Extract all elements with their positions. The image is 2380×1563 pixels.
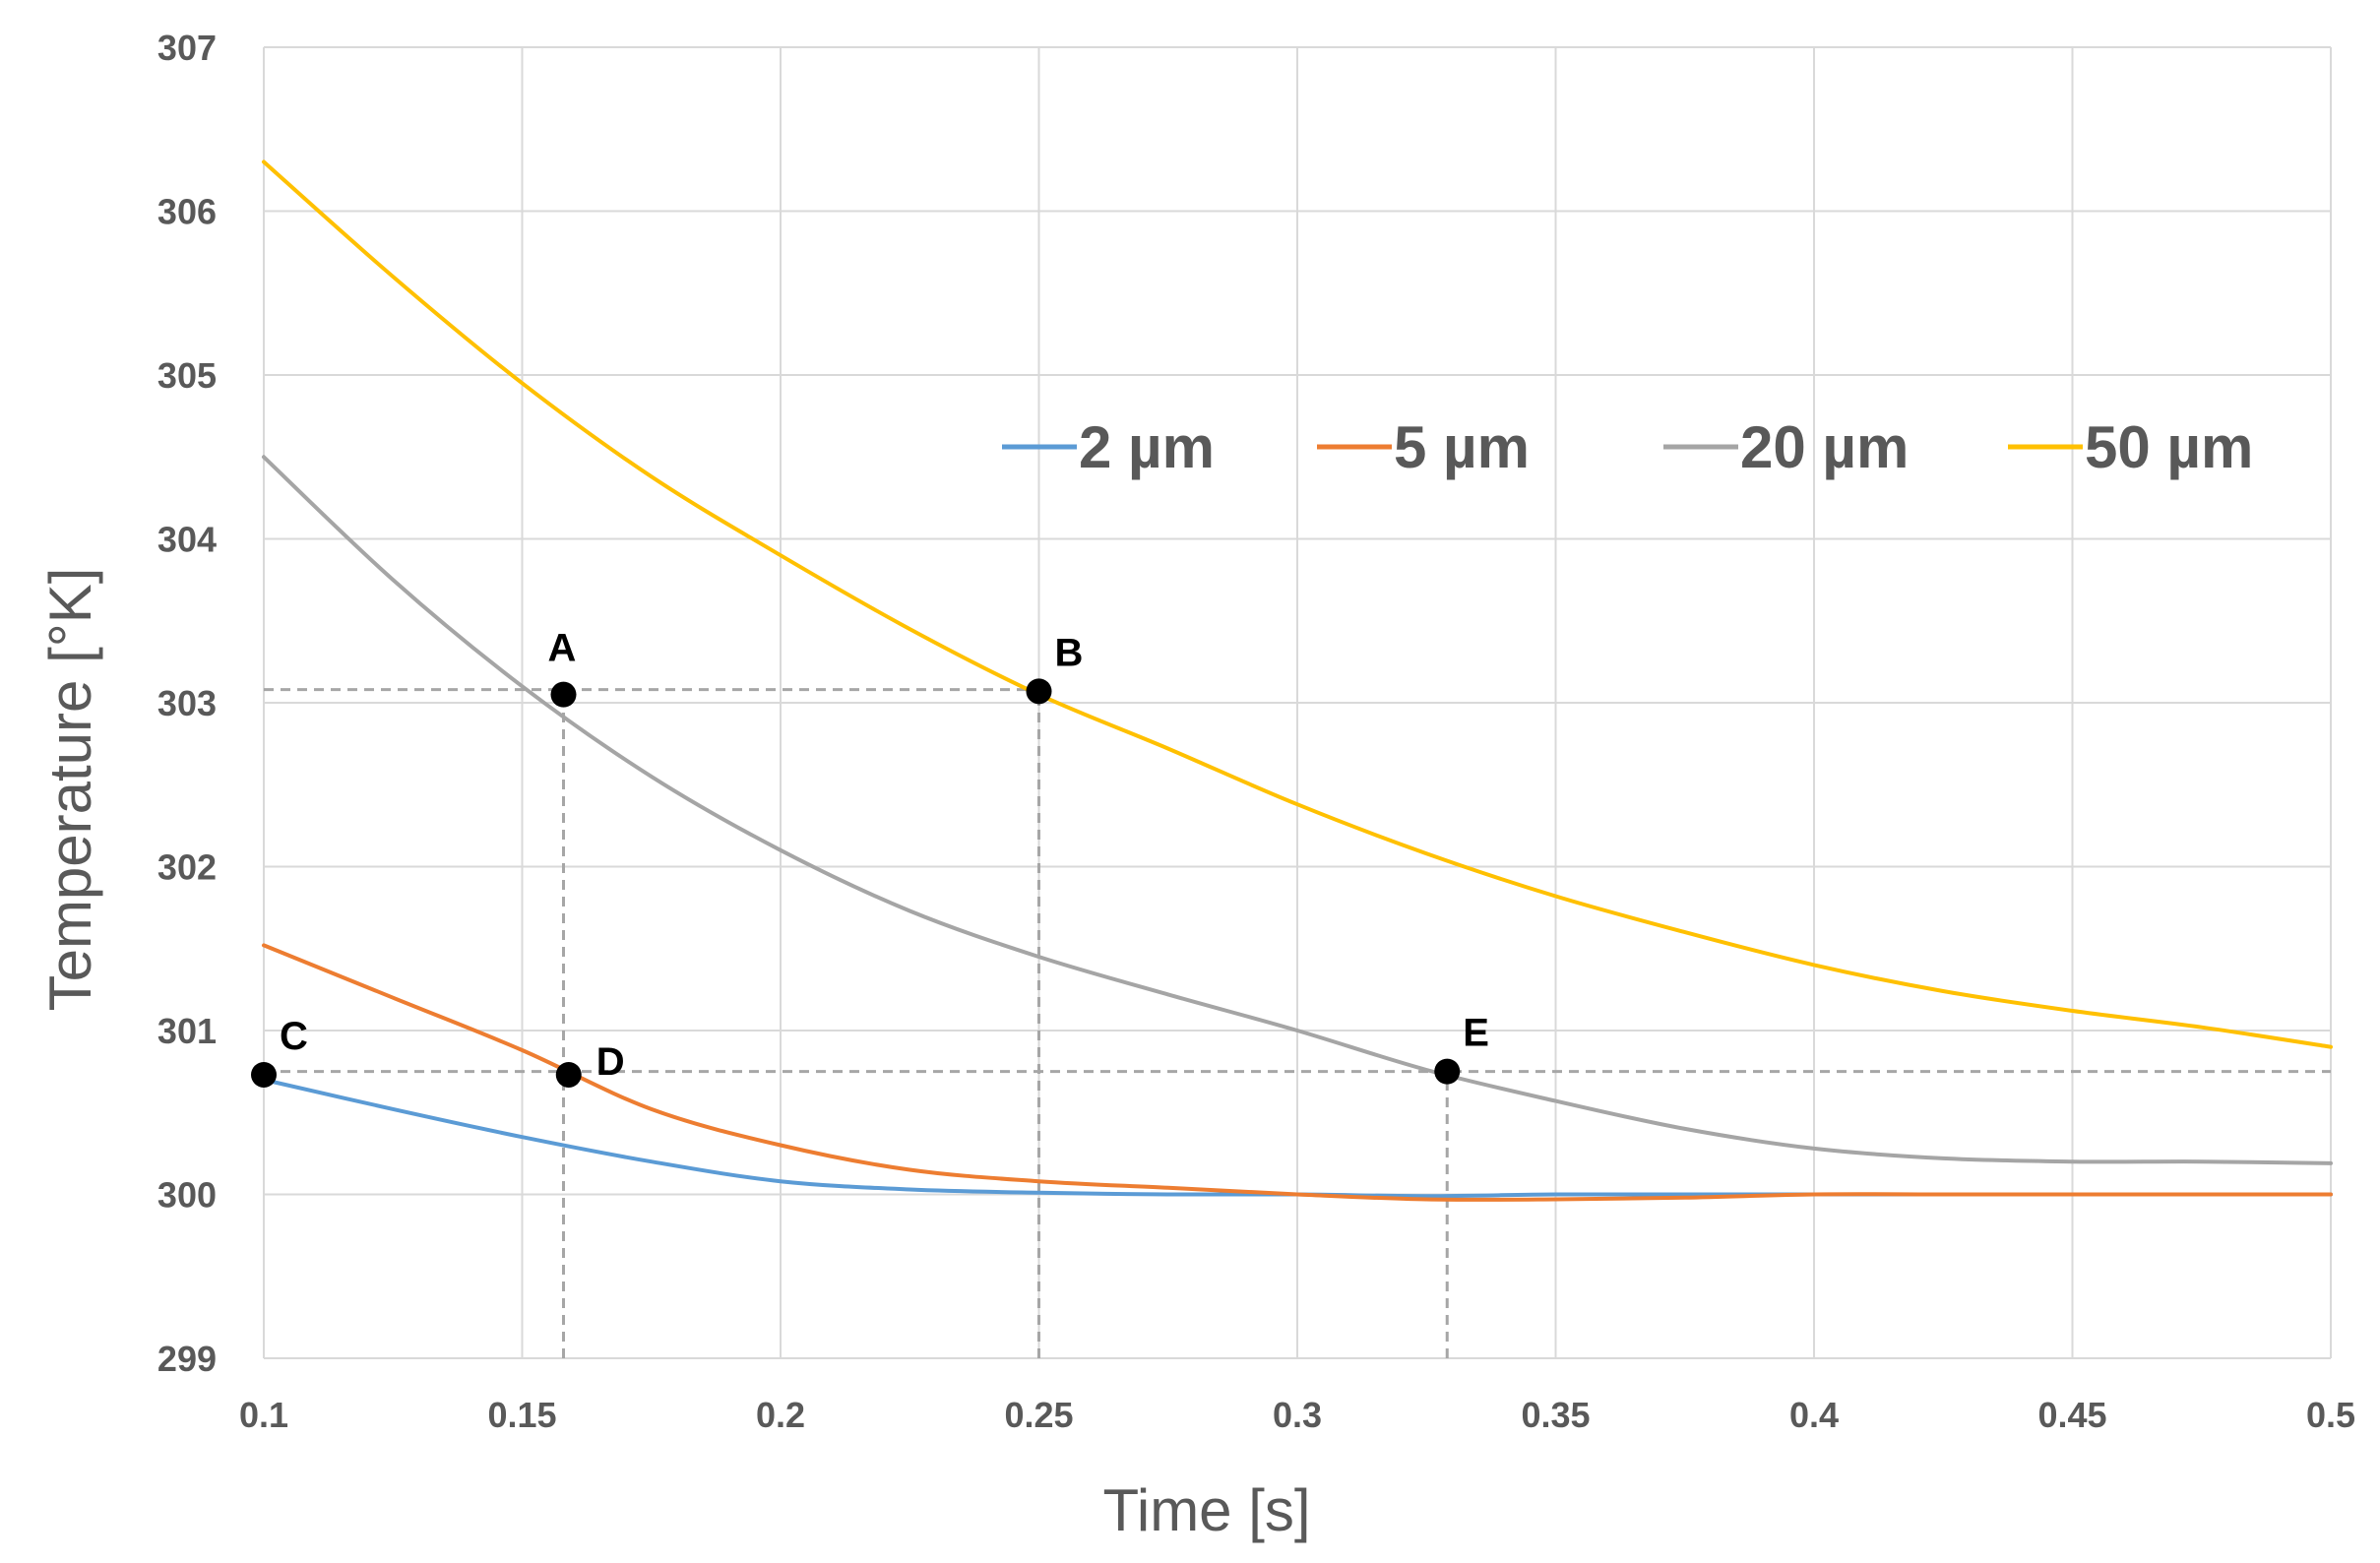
legend-label-5m: 5 µm	[1394, 414, 1530, 480]
x-tick-label: 0.25	[1004, 1395, 1073, 1435]
series-line-20m	[262, 455, 2333, 1165]
y-tick-label: 303	[157, 683, 217, 723]
series-line-5m	[262, 943, 2333, 1202]
x-tick-label: 0.5	[2306, 1395, 2355, 1435]
tick-labels: 0.1 0.15 0.2 0.25 0.3 0.35 0.4 0.45 0.5 299 300 301…	[157, 28, 2355, 1435]
legend-label-2m: 2 µm	[1079, 414, 1215, 480]
annotation-label-d: D	[596, 1040, 625, 1084]
x-tick-label: 0.3	[1273, 1395, 1322, 1435]
x-axis-title: Time [s]	[1102, 1477, 1310, 1543]
y-tick-label: 300	[157, 1175, 217, 1216]
grid	[263, 46, 2332, 1359]
annotation-label-a: A	[548, 627, 577, 670]
series-lines	[262, 159, 2333, 1202]
series-line-50m	[262, 159, 2333, 1049]
annotation-points: A B C D E	[251, 627, 1489, 1088]
y-tick-label: 306	[157, 192, 217, 232]
x-tick-label: 0.35	[1521, 1395, 1590, 1435]
y-tick-label: 302	[157, 847, 217, 888]
annotation-point-c	[251, 1061, 277, 1088]
annotation-point-d	[555, 1061, 582, 1088]
y-tick-label: 307	[157, 28, 217, 68]
annotation-point-b	[1026, 678, 1052, 705]
x-tick-label: 0.45	[2037, 1395, 2106, 1435]
y-tick-label: 301	[157, 1011, 217, 1051]
annotation-label-b: B	[1055, 631, 1084, 674]
legend: 2 µm 5 µm 20 µm 50 µm	[1002, 414, 2253, 480]
y-tick-label: 305	[157, 355, 217, 396]
legend-label-50m: 50 µm	[2085, 414, 2253, 480]
x-tick-label: 0.4	[1789, 1395, 1839, 1435]
annotation-point-a	[550, 681, 577, 708]
x-tick-label: 0.15	[487, 1395, 556, 1435]
y-tick-label: 304	[157, 520, 217, 560]
y-axis-title: Temperature [°K]	[37, 568, 103, 1012]
x-tick-label: 0.2	[756, 1395, 805, 1435]
reference-lines	[264, 688, 2331, 1358]
annotation-label-e: E	[1463, 1012, 1489, 1055]
x-tick-label: 0.1	[239, 1395, 288, 1435]
annotation-label-c: C	[280, 1015, 308, 1058]
y-tick-label: 299	[157, 1339, 217, 1379]
legend-label-20m: 20 µm	[1740, 414, 1909, 480]
annotation-point-e	[1434, 1058, 1461, 1085]
